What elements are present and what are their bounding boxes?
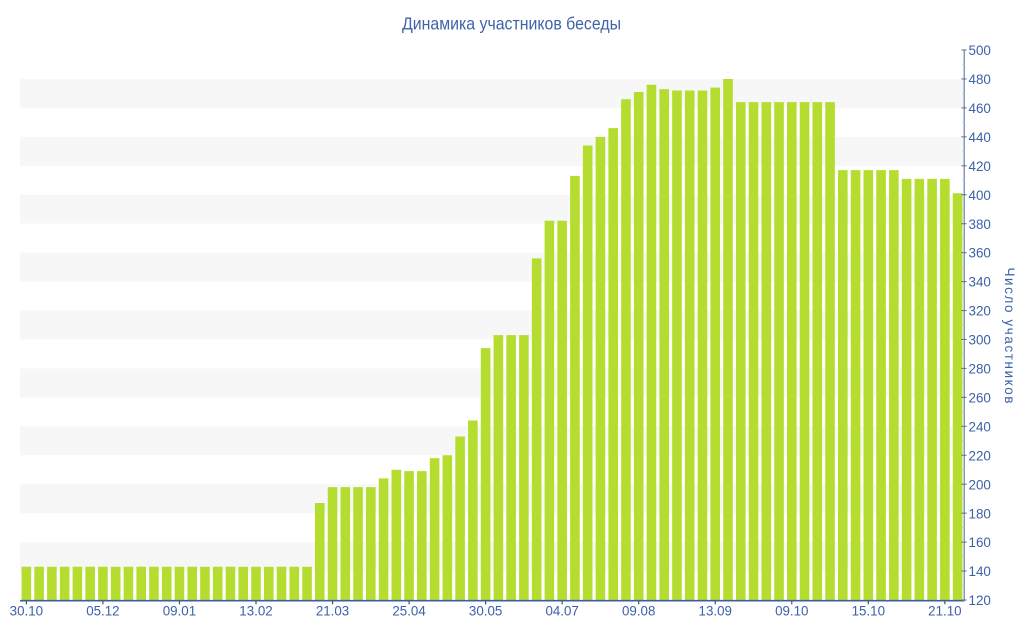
svg-text:500: 500 <box>969 43 991 58</box>
svg-text:09.01: 09.01 <box>163 602 197 618</box>
svg-text:21.10: 21.10 <box>928 602 962 618</box>
svg-text:140: 140 <box>969 564 991 579</box>
svg-text:160: 160 <box>969 535 991 550</box>
svg-text:21.03: 21.03 <box>316 602 350 618</box>
svg-text:04.07: 04.07 <box>545 602 579 618</box>
svg-text:200: 200 <box>969 477 991 492</box>
svg-text:420: 420 <box>969 159 991 174</box>
svg-text:Число участников: Число участников <box>1002 268 1017 404</box>
svg-text:13.02: 13.02 <box>239 602 273 618</box>
svg-text:380: 380 <box>969 217 991 232</box>
svg-text:15.10: 15.10 <box>852 602 886 618</box>
svg-text:09.08: 09.08 <box>622 602 656 618</box>
svg-text:320: 320 <box>969 304 991 319</box>
svg-text:260: 260 <box>969 390 991 405</box>
svg-text:Динамика участников беседы: Динамика участников беседы <box>402 14 621 34</box>
svg-text:220: 220 <box>969 448 991 463</box>
svg-text:120: 120 <box>969 593 991 608</box>
svg-text:460: 460 <box>969 101 991 116</box>
svg-text:360: 360 <box>969 246 991 261</box>
svg-text:180: 180 <box>969 506 991 521</box>
svg-text:440: 440 <box>969 130 991 145</box>
svg-text:300: 300 <box>969 333 991 348</box>
svg-text:480: 480 <box>969 72 991 87</box>
svg-text:240: 240 <box>969 419 991 434</box>
svg-text:30.05: 30.05 <box>469 602 503 618</box>
svg-text:30.10: 30.10 <box>10 602 44 618</box>
svg-text:280: 280 <box>969 362 991 377</box>
svg-text:400: 400 <box>969 188 991 203</box>
svg-text:13.09: 13.09 <box>699 602 733 618</box>
svg-text:340: 340 <box>969 275 991 290</box>
svg-text:05.12: 05.12 <box>86 602 120 618</box>
svg-text:09.10: 09.10 <box>775 602 809 618</box>
svg-text:25.04: 25.04 <box>392 602 426 618</box>
